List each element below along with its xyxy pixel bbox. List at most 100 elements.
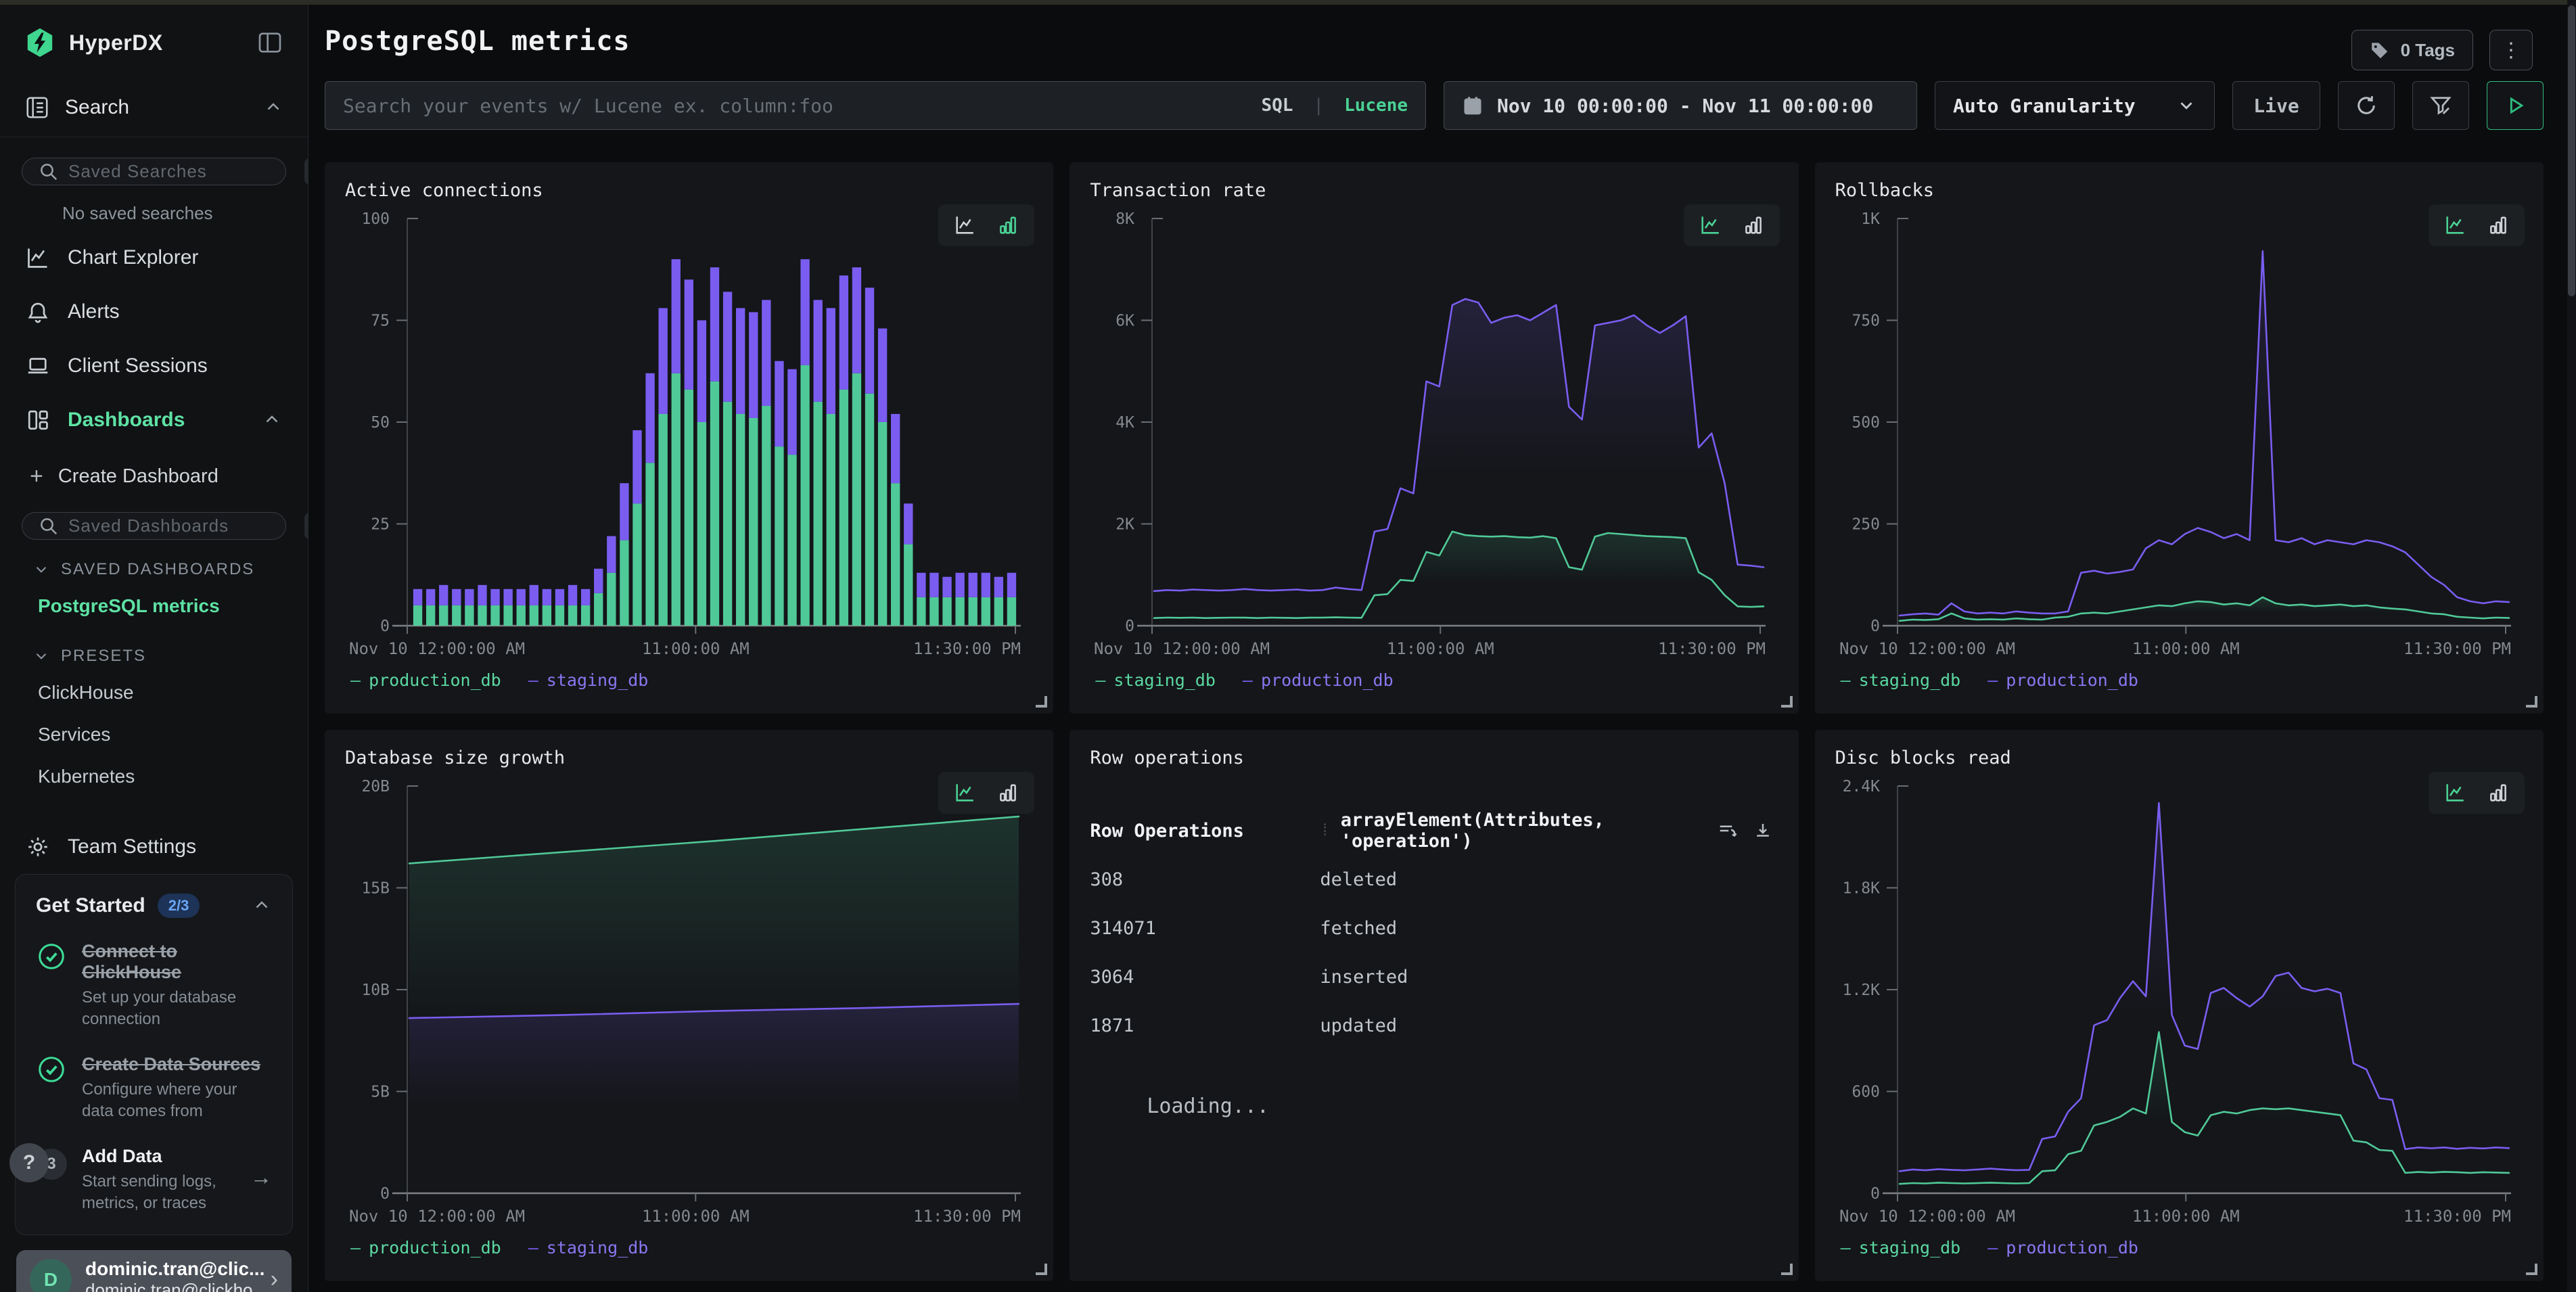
legend-item-staging_db[interactable]: —staging_db — [1841, 1238, 1961, 1258]
chart-plot-area: 2.4K1.8K1.2K6000Nov 10 12:00:00 AM11:00:… — [1835, 772, 2523, 1231]
help-button[interactable]: ? — [9, 1143, 49, 1182]
saved-dashboards-search[interactable]: ⌘K — [22, 512, 286, 540]
panel-title: Database size growth — [345, 747, 1033, 768]
get-started-item-desc: Configure where your data comes from — [82, 1079, 272, 1123]
panel-title: Transaction rate — [1090, 180, 1778, 201]
avatar: D — [30, 1259, 72, 1292]
sidebar-item-client-sessions[interactable]: Client Sessions — [0, 339, 308, 393]
sidebar-dashboard-postgresql-metrics[interactable]: PostgreSQL metrics — [0, 584, 308, 626]
run-query-button[interactable] — [2487, 81, 2544, 130]
dashboards-label: Dashboards — [68, 409, 244, 432]
saved-dashboards-input[interactable] — [68, 515, 295, 536]
chart-type-toolbar — [938, 204, 1034, 246]
svg-text:25: 25 — [371, 516, 390, 534]
user-menu[interactable]: D dominic.tran@clic... dominic.tran@clic… — [16, 1250, 292, 1292]
svg-text:6K: 6K — [1116, 313, 1135, 330]
collapse-sidebar-icon[interactable] — [256, 29, 283, 56]
table-row[interactable]: 3064inserted — [1090, 952, 1778, 1001]
line-chart-icon[interactable] — [2443, 781, 2466, 804]
column-header[interactable]: Row Operations — [1090, 821, 1320, 841]
legend-item-staging_db[interactable]: —staging_db — [1095, 670, 1216, 690]
filter-button[interactable] — [2412, 81, 2469, 130]
chevron-up-icon — [263, 97, 283, 118]
event-search-input[interactable] — [343, 95, 1247, 117]
saved-searches-search[interactable]: ⌘K — [22, 158, 286, 185]
svg-text:0: 0 — [1870, 618, 1880, 635]
page-scrollbar[interactable] — [2567, 0, 2576, 1292]
bar-chart-icon[interactable] — [2487, 781, 2510, 804]
svg-text:750: 750 — [1852, 313, 1880, 330]
svg-text:0: 0 — [380, 618, 390, 635]
tags-button[interactable]: 0 Tags — [2351, 30, 2473, 70]
refresh-icon — [2354, 93, 2378, 118]
get-started-item-connect[interactable]: Connect to ClickHouse Set up your databa… — [36, 941, 272, 1031]
chevron-down-icon — [32, 647, 50, 665]
legend-item-production_db[interactable]: —production_db — [1243, 670, 1394, 690]
legend-label: staging_db — [1859, 670, 1961, 690]
legend-item-production_db[interactable]: —production_db — [1987, 1238, 2138, 1258]
legend-item-production_db[interactable]: —production_db — [1987, 670, 2138, 690]
saved-searches-input[interactable] — [68, 161, 295, 182]
legend-item-production_db[interactable]: —production_db — [350, 1238, 501, 1258]
main-content: PostgreSQL metrics 0 Tags ⋮ SQL | Lucene… — [308, 0, 2576, 1292]
chevron-up-icon[interactable] — [252, 896, 272, 916]
legend-swatch: — — [1243, 670, 1253, 690]
refresh-button[interactable] — [2338, 81, 2395, 130]
chevron-down-icon — [2176, 95, 2196, 116]
sort-rows-icon[interactable] — [1718, 821, 1738, 841]
presets-section-header[interactable]: PRESETS — [0, 626, 308, 671]
sidebar-item-team-settings[interactable]: Team Settings — [0, 820, 308, 874]
search-section-label: Search — [65, 96, 248, 119]
svg-text:8K: 8K — [1116, 210, 1135, 228]
legend-swatch: — — [1987, 670, 1998, 690]
bar-chart-icon[interactable] — [996, 781, 1019, 804]
legend-item-staging_db[interactable]: —staging_db — [528, 1238, 649, 1258]
bar-chart-icon[interactable] — [2487, 214, 2510, 237]
line-chart-icon[interactable] — [2443, 214, 2466, 237]
table-row[interactable]: 1871updated — [1090, 1001, 1778, 1050]
get-started-item-datasources[interactable]: Create Data Sources Configure where your… — [36, 1054, 272, 1123]
svg-text:11:00:00 AM: 11:00:00 AM — [2132, 639, 2239, 658]
chart-explorer-icon — [26, 246, 50, 270]
column-header[interactable]: arrayElement(Attributes, 'operation') — [1341, 810, 1718, 852]
sql-toggle[interactable]: SQL — [1261, 95, 1293, 116]
panel-rollbacks: Rollbacks1K7505002500Nov 10 12:00:00 AM1… — [1815, 162, 2544, 714]
sidebar-preset-clickhouse[interactable]: ClickHouse — [0, 671, 308, 713]
legend-item-production_db[interactable]: —production_db — [350, 670, 501, 690]
panel-disc-blocks-read: Disc blocks read2.4K1.8K1.2K6000Nov 10 1… — [1815, 730, 2544, 1281]
get-started-item-desc: Start sending logs, metrics, or traces — [82, 1171, 235, 1215]
legend-item-staging_db[interactable]: —staging_db — [1841, 670, 1961, 690]
event-search-box[interactable]: SQL | Lucene — [325, 81, 1426, 130]
sidebar-item-search[interactable]: Search — [0, 78, 308, 137]
bar-chart-icon[interactable] — [996, 214, 1019, 237]
download-icon[interactable] — [1753, 821, 1773, 841]
sidebar-item-alerts[interactable]: Alerts — [0, 285, 308, 339]
lucene-toggle[interactable]: Lucene — [1344, 95, 1408, 116]
legend-item-staging_db[interactable]: —staging_db — [528, 670, 649, 690]
cell-count: 308 — [1090, 869, 1320, 890]
line-chart-icon[interactable] — [1699, 214, 1722, 237]
get-started-item-add-data[interactable]: 3 Add Data Start sending logs, metrics, … — [36, 1146, 272, 1215]
scrollbar-thumb[interactable] — [2568, 5, 2575, 296]
table-row[interactable]: 308deleted — [1090, 855, 1778, 904]
sidebar-preset-kubernetes[interactable]: Kubernetes — [0, 755, 308, 797]
line-chart-icon[interactable] — [953, 781, 976, 804]
chart-svg: 1K7505002500Nov 10 12:00:00 AM11:00:00 A… — [1835, 205, 2523, 664]
cell-count: 3064 — [1090, 967, 1320, 988]
line-chart-icon[interactable] — [953, 214, 976, 237]
date-range-picker[interactable]: Nov 10 00:00:00 - Nov 11 00:00:00 — [1444, 81, 1917, 130]
column-resize-handle[interactable]: ⁞ — [1320, 821, 1329, 841]
table-row[interactable]: 314071fetched — [1090, 904, 1778, 952]
bar-chart-icon[interactable] — [1742, 214, 1765, 237]
dashboard-menu-button[interactable]: ⋮ — [2489, 30, 2533, 70]
granularity-select[interactable]: Auto Granularity — [1935, 81, 2215, 130]
create-dashboard-button[interactable]: + Create Dashboard — [0, 447, 308, 492]
sidebar-item-dashboards[interactable]: Dashboards — [0, 393, 308, 447]
sidebar-item-chart-explorer[interactable]: Chart Explorer — [0, 231, 308, 285]
cell-operation: fetched — [1320, 918, 1778, 939]
saved-dashboards-section-header[interactable]: SAVED DASHBOARDS — [0, 540, 308, 584]
sidebar-preset-services[interactable]: Services — [0, 713, 308, 755]
legend-swatch: — — [528, 1238, 538, 1258]
brand-name: HyperDX — [69, 30, 243, 55]
live-button[interactable]: Live — [2232, 81, 2320, 130]
